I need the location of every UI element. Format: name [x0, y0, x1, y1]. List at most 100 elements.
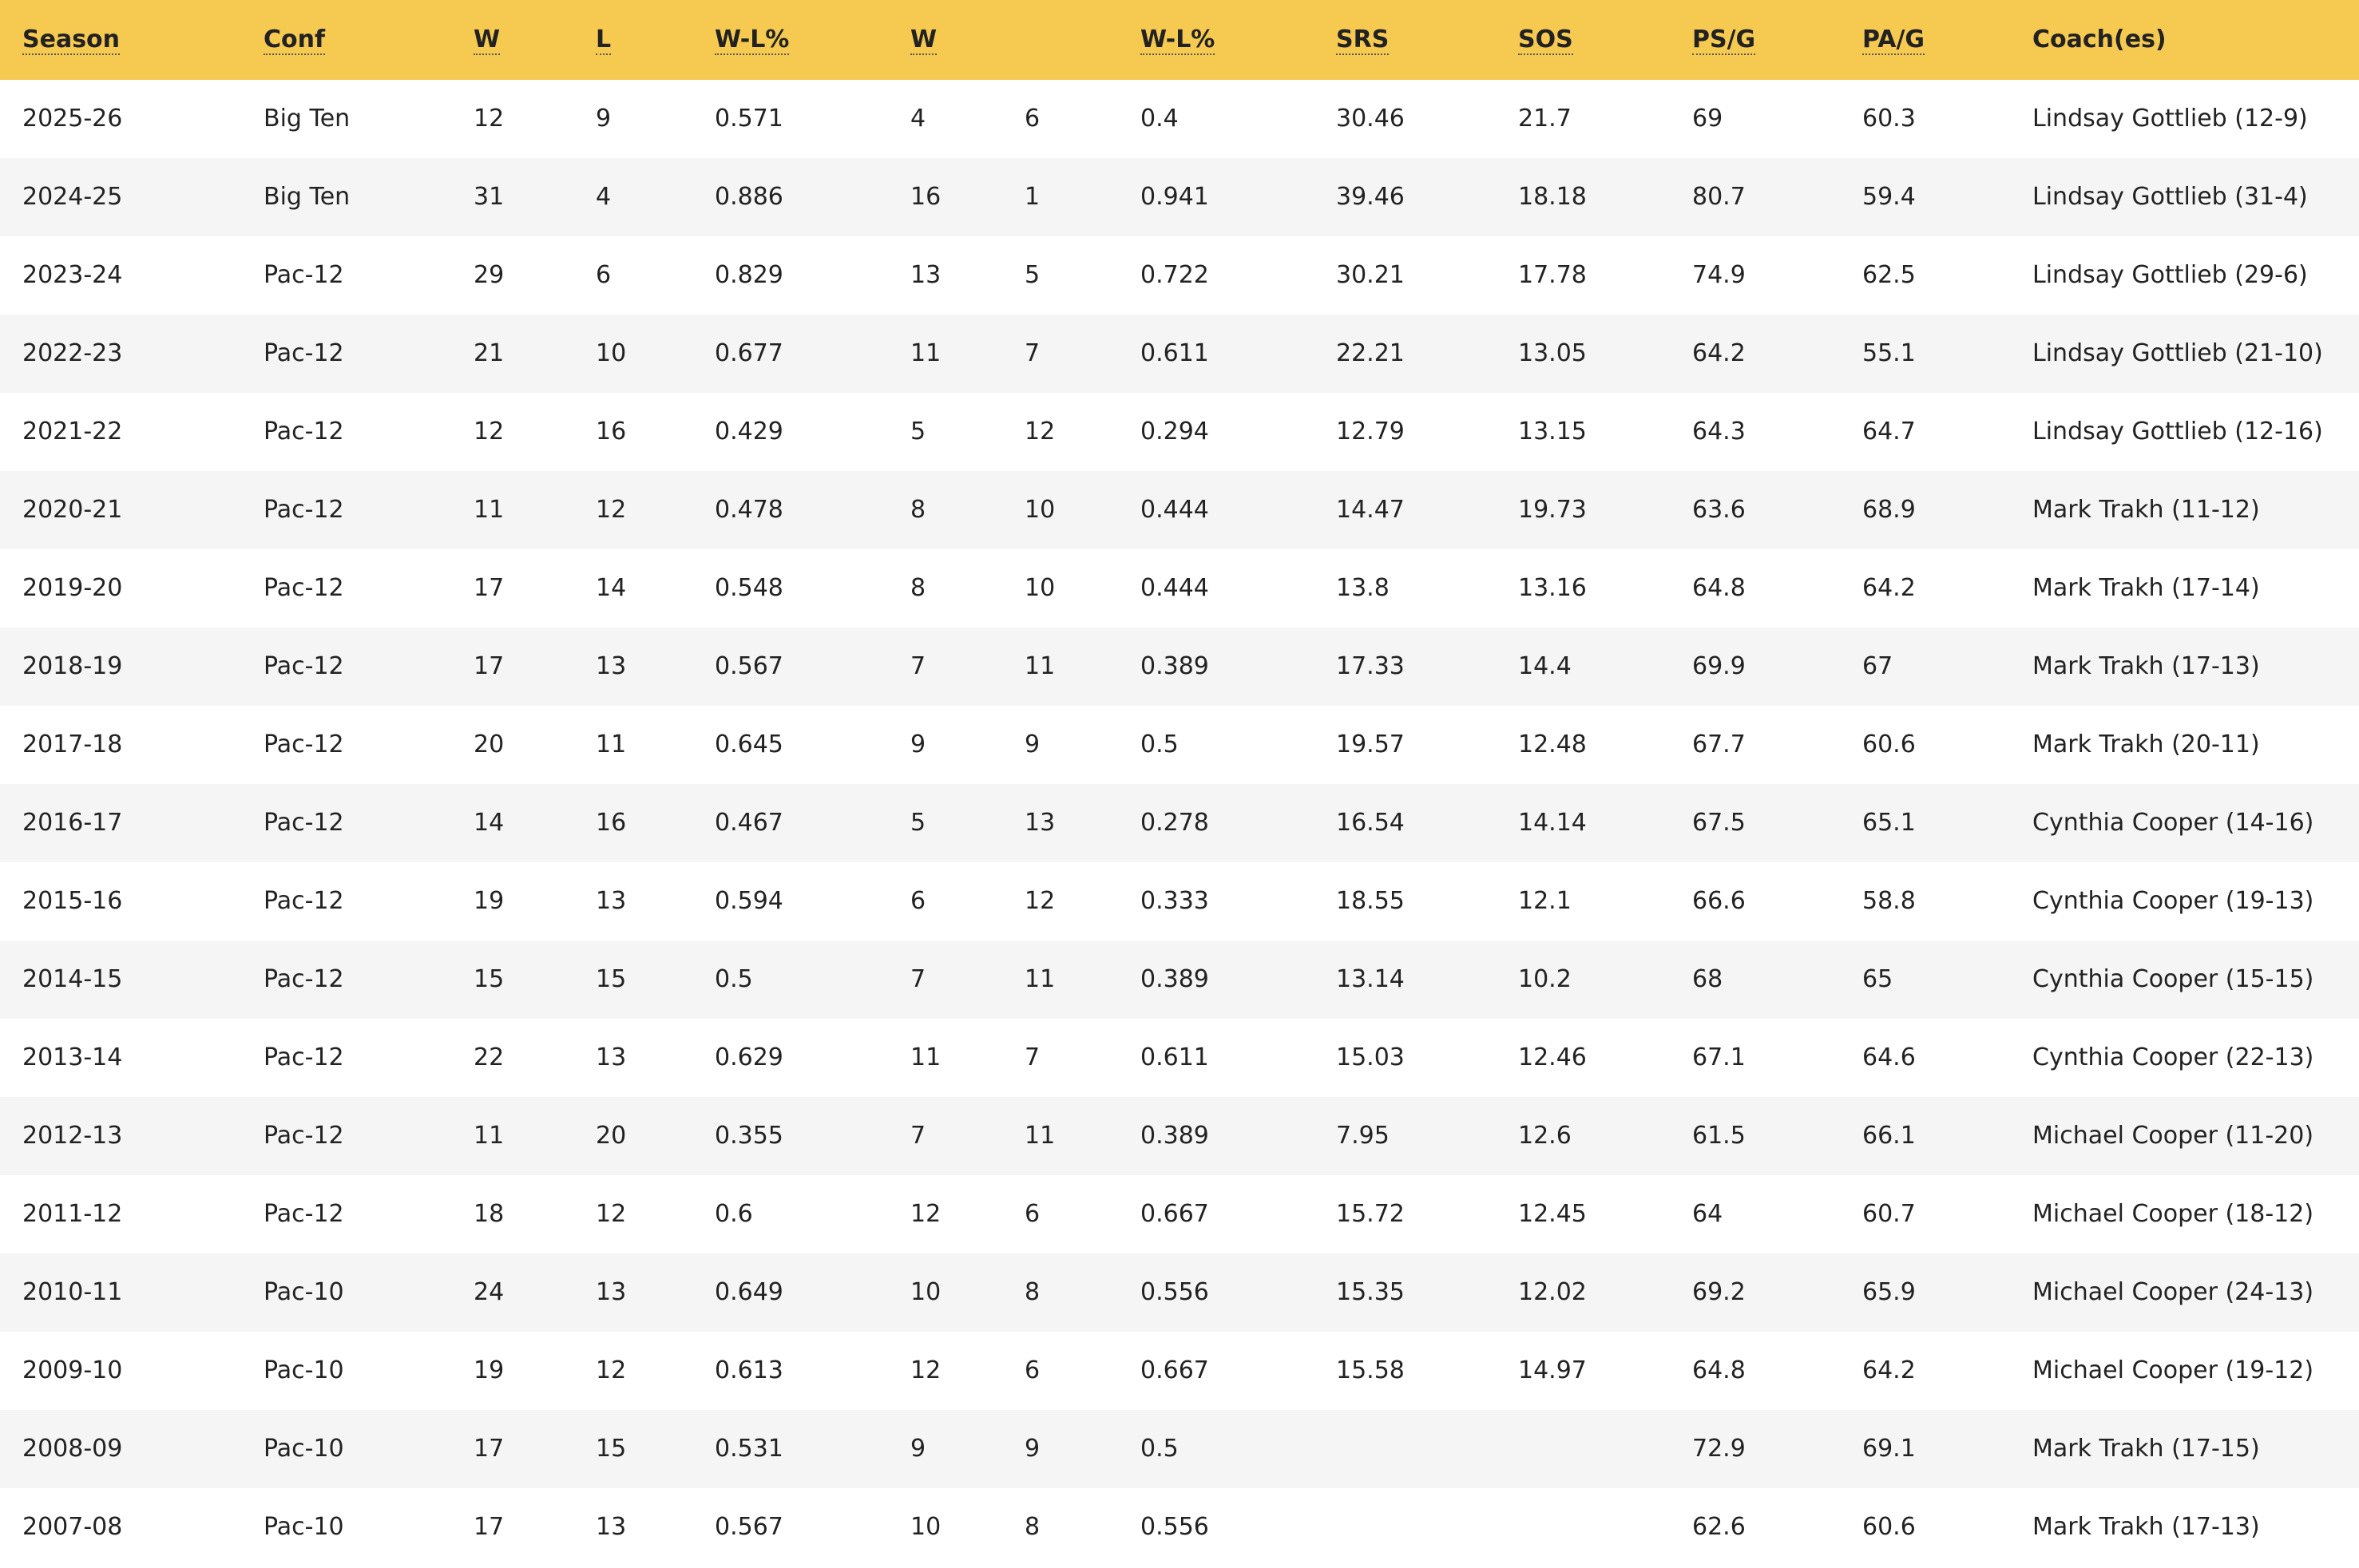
header-text: SRS — [1336, 26, 1390, 55]
table-cell: 0.556 — [1140, 1513, 1209, 1541]
table-cell: Pac-12 — [264, 1200, 344, 1228]
table-cell: 0.667 — [1140, 1200, 1209, 1228]
table-cell: 30.46 — [1336, 105, 1405, 133]
table-cell: 0.531 — [715, 1435, 783, 1463]
table-cell: Michael Cooper (19-12) — [2032, 1356, 2314, 1384]
table-cell: 0.548 — [715, 574, 783, 602]
table-cell: 59.4 — [1862, 183, 1916, 211]
table-cell: 58.8 — [1862, 887, 1916, 915]
table-cell: 11 — [1025, 652, 1056, 680]
table-cell: 64.8 — [1692, 1356, 1746, 1384]
table-cell: 17 — [474, 1435, 505, 1463]
table-row: 2016-17 Pac-12 14 16 0.467 5 13 0.278 16.54 14.14… — [0, 784, 2359, 862]
table-cell: Pac-12 — [264, 965, 344, 993]
table-cell: 2018-19 — [22, 652, 123, 680]
table-row: 2021-22 Pac-12 12 16 0.429 5 12 0.294 12.79 13.15… — [0, 393, 2359, 471]
table-cell: Cynthia Cooper (22-13) — [2032, 1043, 2314, 1071]
table-cell: 13 — [596, 1278, 627, 1306]
table-cell: 13 — [596, 887, 627, 915]
table-cell: Big Ten — [264, 183, 351, 211]
header-cell: Season — [22, 0, 121, 80]
table-cell: 12 — [596, 1356, 627, 1384]
table-cell: 66.1 — [1862, 1122, 1916, 1150]
table-cell: 64.3 — [1692, 418, 1746, 445]
table-cell: 12 — [910, 1200, 942, 1228]
table-cell: 5 — [1025, 261, 1041, 289]
header-text: L — [596, 26, 612, 55]
table-cell: 11 — [474, 496, 505, 524]
table-cell: 0.429 — [715, 418, 783, 445]
table-cell: 14.4 — [1518, 652, 1572, 680]
table-cell: Lindsay Gottlieb (21-10) — [2032, 339, 2323, 367]
table-cell: 2021-22 — [22, 418, 123, 445]
table-cell: Pac-12 — [264, 887, 344, 915]
table-cell: 5 — [910, 809, 926, 837]
table-cell: 67.7 — [1692, 731, 1746, 758]
table-cell: 12 — [596, 1200, 627, 1228]
table-cell: 0.594 — [715, 887, 783, 915]
table-cell: Michael Cooper (18-12) — [2032, 1200, 2314, 1228]
table-cell: 2008-09 — [22, 1435, 123, 1463]
table-cell: 0.6 — [715, 1200, 753, 1228]
table-cell: 39.46 — [1336, 183, 1405, 211]
table-cell: 80.7 — [1692, 183, 1746, 211]
table-cell: 2013-14 — [22, 1043, 123, 1071]
table-cell: Pac-12 — [264, 496, 344, 524]
table-cell: Lindsay Gottlieb (29-6) — [2032, 261, 2308, 289]
table-cell: Pac-12 — [264, 261, 344, 289]
table-cell: 0.5 — [1140, 731, 1179, 758]
table-cell: Pac-12 — [264, 574, 344, 602]
table-cell: Mark Trakh (17-13) — [2032, 1513, 2260, 1541]
table-cell: 2014-15 — [22, 965, 123, 993]
table-cell: 17 — [474, 652, 505, 680]
table-cell: 11 — [1025, 965, 1056, 993]
table-cell: 0.649 — [715, 1278, 783, 1306]
header-text: W — [474, 26, 501, 55]
table-cell: 21.7 — [1518, 105, 1572, 133]
table-cell: 2017-18 — [22, 731, 123, 758]
table-cell: 6 — [910, 887, 926, 915]
table-cell: 9 — [1025, 1435, 1041, 1463]
table-cell: 11 — [910, 339, 942, 367]
table-cell: Pac-12 — [264, 1122, 344, 1150]
table-cell: 0.389 — [1140, 1122, 1209, 1150]
table-cell: 4 — [910, 105, 926, 133]
table-cell: 7 — [1025, 1043, 1041, 1071]
table-row: 2007-08 Pac-10 17 13 0.567 10 8 0.556 62.6 60.6 Ma… — [0, 1488, 2359, 1566]
table-cell: 60.7 — [1862, 1200, 1916, 1228]
table-cell: 12 — [596, 496, 627, 524]
header-cell: W — [474, 0, 501, 80]
table-row: 2012-13 Pac-12 11 20 0.355 7 11 0.389 7.95 12.6 61… — [0, 1097, 2359, 1175]
table-cell: 9 — [596, 105, 612, 133]
table-cell: 16 — [910, 183, 942, 211]
table-cell: 0.677 — [715, 339, 783, 367]
table-cell: 2012-13 — [22, 1122, 123, 1150]
table-cell: 15 — [474, 965, 505, 993]
table-cell: 8 — [1025, 1513, 1041, 1541]
table-cell: 0.478 — [715, 496, 783, 524]
table-cell: 11 — [474, 1122, 505, 1150]
table-row: 2025-26 Big Ten 12 9 0.571 4 6 0.4 30.46 21.7 69 60… — [0, 80, 2359, 158]
table-cell: 12.45 — [1518, 1200, 1587, 1228]
table-cell: 10 — [596, 339, 627, 367]
table-cell: 0.611 — [1140, 1043, 1209, 1071]
table-cell: 18.55 — [1336, 887, 1405, 915]
table-cell: 16 — [596, 809, 627, 837]
table-row: 2009-10 Pac-10 19 12 0.613 12 6 0.667 15.58 14.97… — [0, 1332, 2359, 1410]
table-cell: Michael Cooper (24-13) — [2032, 1278, 2314, 1306]
table-cell: 62.6 — [1692, 1513, 1746, 1541]
table-cell: 66.6 — [1692, 887, 1746, 915]
header-text: W — [910, 26, 938, 55]
table-cell: 12.6 — [1518, 1122, 1572, 1150]
table-cell: 22.21 — [1336, 339, 1405, 367]
table-cell: 8 — [910, 496, 926, 524]
table-row: 2008-09 Pac-10 17 15 0.531 9 9 0.5 72.9 69.1 Mark … — [0, 1410, 2359, 1488]
header-row: Season Conf W L W-L% W W-L% SRS SOS PS/G PA/G Coach… — [0, 0, 2359, 80]
table-cell: 30.21 — [1336, 261, 1405, 289]
table-cell: 5 — [910, 418, 926, 445]
table-row: 2014-15 Pac-12 15 15 0.5 7 11 0.389 13.14 10.2 68 6… — [0, 940, 2359, 1019]
table-cell: Pac-12 — [264, 418, 344, 445]
header-text: PS/G — [1692, 26, 1756, 55]
table-cell: 13 — [910, 261, 942, 289]
table-cell: 61.5 — [1692, 1122, 1746, 1150]
